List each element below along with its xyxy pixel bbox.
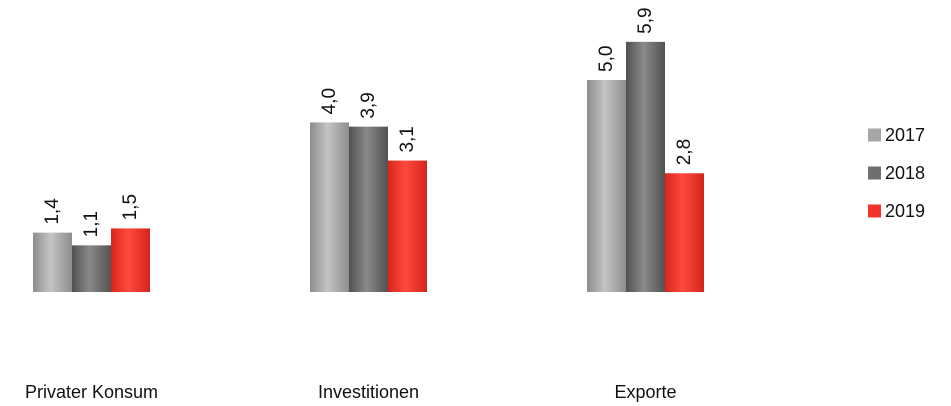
value-label-exporte-2018: 5,9 bbox=[635, 7, 656, 33]
value-labels-layer: 1,4 1,1 1,5 4,0 3,9 3,1 5,0 5,9 2,8 bbox=[42, 7, 695, 237]
bar-privater-konsum-2017 bbox=[33, 232, 72, 292]
value-label-investitionen-2017: 4,0 bbox=[319, 88, 340, 114]
value-label-privater-konsum-2018: 1,1 bbox=[81, 211, 102, 237]
legend-label-2017: 2017 bbox=[885, 125, 925, 145]
legend-label-2019: 2019 bbox=[885, 201, 925, 221]
category-label-privater-konsum: Privater Konsum bbox=[25, 382, 158, 402]
value-label-exporte-2017: 5,0 bbox=[596, 46, 617, 72]
legend-swatch-2017 bbox=[868, 128, 881, 142]
value-label-exporte-2019: 2,8 bbox=[674, 139, 695, 165]
bar-exporte-2019 bbox=[665, 173, 704, 292]
legend-swatch-2018 bbox=[868, 166, 881, 180]
bar-investitionen-2019 bbox=[388, 160, 427, 292]
category-label-exporte: Exporte bbox=[614, 382, 676, 402]
legend-swatch-2019 bbox=[868, 204, 881, 218]
bar-investitionen-2017 bbox=[310, 122, 349, 293]
value-label-privater-konsum-2017: 1,4 bbox=[42, 198, 63, 225]
bar-investitionen-2018 bbox=[349, 126, 388, 292]
bar-privater-konsum-2018 bbox=[72, 245, 111, 292]
bar-exporte-2018 bbox=[626, 41, 665, 293]
category-labels-layer: Privater Konsum Investitionen Exporte bbox=[25, 382, 677, 402]
value-label-investitionen-2019: 3,1 bbox=[397, 126, 418, 152]
legend: 2017 2018 2019 bbox=[868, 125, 925, 221]
category-label-investitionen: Investitionen bbox=[318, 382, 419, 402]
value-label-investitionen-2018: 3,9 bbox=[358, 92, 379, 118]
bar-exporte-2017 bbox=[587, 80, 626, 292]
legend-label-2018: 2018 bbox=[885, 163, 925, 183]
bars-layer bbox=[33, 41, 704, 293]
bar-privater-konsum-2019 bbox=[111, 228, 150, 292]
value-label-privater-konsum-2019: 1,5 bbox=[120, 194, 141, 220]
